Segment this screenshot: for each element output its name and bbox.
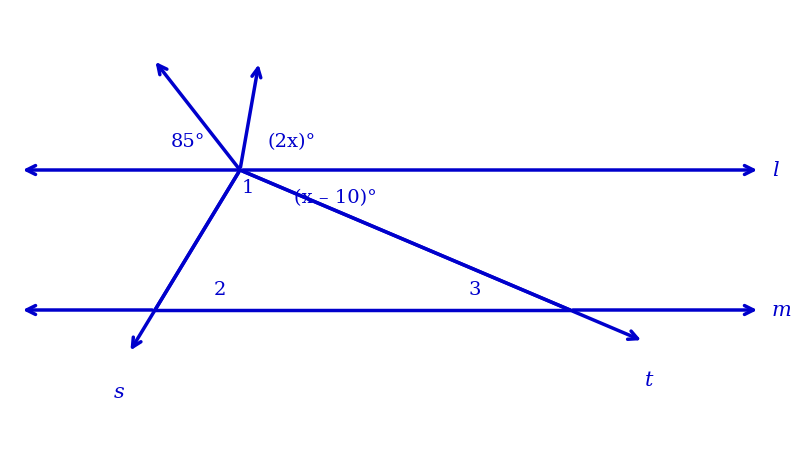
Text: (2x)°: (2x)° xyxy=(268,133,316,151)
Text: l: l xyxy=(772,161,778,179)
Text: 1: 1 xyxy=(242,179,254,197)
Text: 85°: 85° xyxy=(170,133,206,151)
Text: (x – 10)°: (x – 10)° xyxy=(294,189,377,207)
Text: t: t xyxy=(645,371,653,390)
Text: 2: 2 xyxy=(214,281,226,299)
Text: m: m xyxy=(772,301,792,320)
Text: s: s xyxy=(114,383,125,402)
Text: 3: 3 xyxy=(469,281,482,299)
